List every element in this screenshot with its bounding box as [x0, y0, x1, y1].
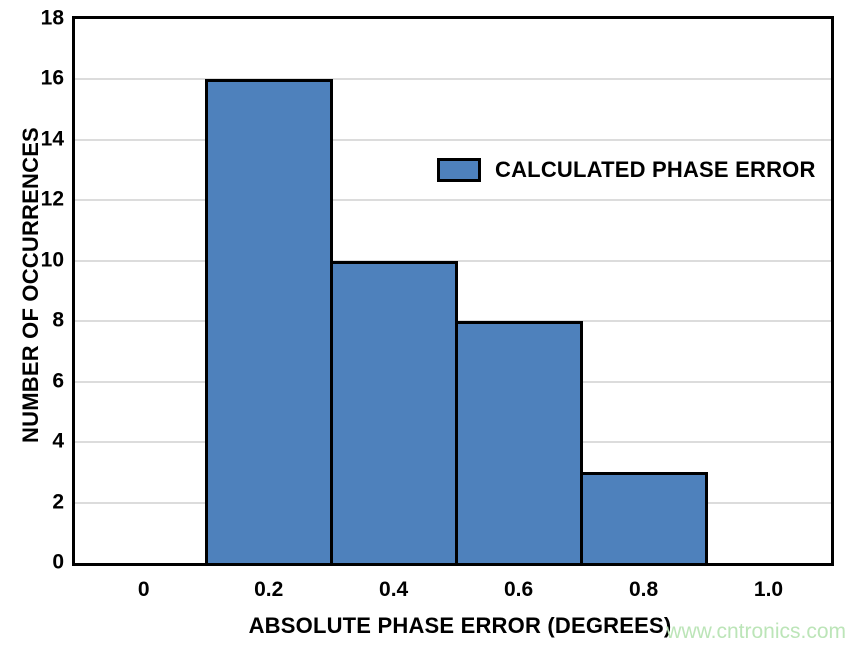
x-tick-label: 0 [137, 578, 150, 601]
y-axis-title: NUMBER OF OCCURRENCES [18, 127, 43, 443]
legend-swatch [437, 158, 481, 182]
y-tick-label: 12 [40, 187, 64, 211]
x-tick-label: 0.6 [503, 578, 534, 601]
y-tick-label: 0 [52, 550, 64, 574]
plot-area [72, 16, 834, 566]
y-tick-label: 16 [40, 66, 64, 90]
x-tick-label: 1.0 [753, 578, 784, 601]
histogram-bar [579, 472, 708, 563]
y-tick-label: 2 [52, 490, 64, 514]
x-tick-label: 0.8 [628, 578, 659, 601]
x-axis-title: ABSOLUTE PHASE ERROR (DEGREES) [248, 613, 672, 638]
gridline [75, 138, 831, 141]
y-tick-label: 14 [40, 127, 64, 151]
y-tick-label: 10 [40, 248, 64, 272]
histogram-bar [329, 260, 458, 563]
gridline [75, 78, 831, 81]
y-tick-label: 8 [52, 308, 64, 332]
x-tick-label: 0.2 [254, 578, 284, 601]
gridline [75, 199, 831, 202]
y-tick-label: 4 [52, 429, 64, 453]
legend: CALCULATED PHASE ERROR [437, 157, 816, 183]
legend-label: CALCULATED PHASE ERROR [495, 157, 816, 182]
watermark: www.cntronics.com [666, 620, 846, 643]
histogram-bar [204, 79, 333, 563]
y-tick-label: 18 [40, 6, 64, 30]
plot-inner [75, 19, 831, 563]
x-tick-label: 0.4 [379, 578, 409, 601]
y-tick-label: 6 [52, 369, 64, 393]
histogram-bar [454, 321, 583, 563]
